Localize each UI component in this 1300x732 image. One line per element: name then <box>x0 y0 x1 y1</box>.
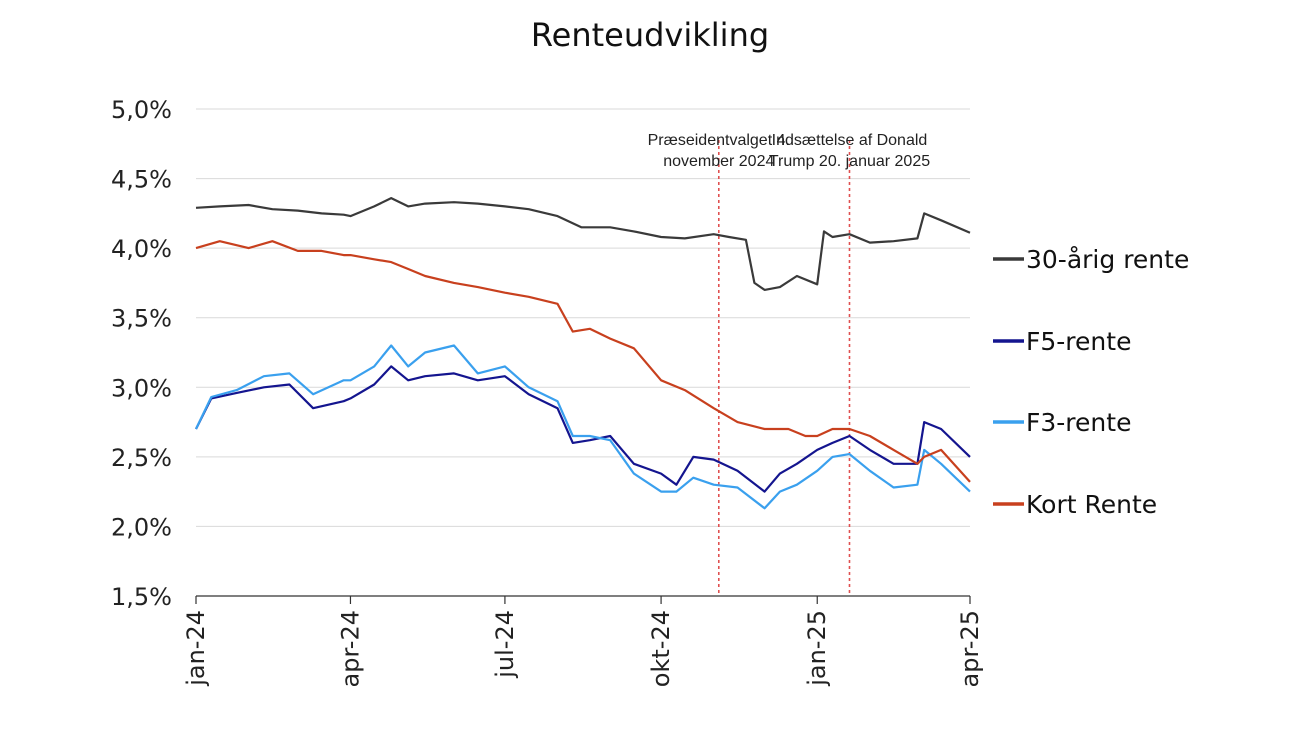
series-line <box>195 365 971 493</box>
legend-label: F5-rente <box>1026 327 1131 356</box>
x-tick-label: apr-25 <box>956 610 984 687</box>
x-tick-label: okt-24 <box>647 610 675 687</box>
legend: 30-årig rente F5-rente F3-rente Kort Rente <box>993 245 1189 519</box>
legend-label: 30-årig rente <box>1026 245 1189 274</box>
y-tick-label: 3,0% <box>111 374 172 402</box>
x-tick-label: jan-24 <box>182 610 210 687</box>
annotation-text: Trump 20. januar 2025 <box>769 153 930 170</box>
annotation-text: Præseidentvalget 4. <box>648 132 790 149</box>
x-axis-tick-labels: jan-24 apr-24 jul-24 okt-24 jan-25 apr-25 <box>182 610 984 687</box>
legend-label: Kort Rente <box>1026 490 1157 519</box>
series-line <box>195 240 971 483</box>
chart-title: Renteudvikling <box>531 16 769 54</box>
series-line <box>195 344 971 510</box>
y-tick-label: 4,0% <box>111 235 172 263</box>
annotations: Præseidentvalget 4. november 2024 Indsætte… <box>648 132 931 170</box>
annotation-text: november 2024 <box>663 153 774 170</box>
y-tick-label: 5,0% <box>111 96 172 124</box>
gridlines <box>196 108 970 527</box>
x-tick-label: jul-24 <box>491 610 519 679</box>
y-axis-tick-labels: 1,5% 2,0% 2,5% 3,0% 3,5% 4,0% 4,5% 5,0% <box>111 96 172 611</box>
y-tick-label: 2,5% <box>111 444 172 472</box>
series-line <box>195 197 971 291</box>
x-tick-label: jan-25 <box>803 610 831 687</box>
y-tick-label: 4,5% <box>111 166 172 194</box>
annotation-text: Indsættelse af Donald <box>772 132 928 149</box>
legend-label: F3-rente <box>1026 408 1131 437</box>
x-tick-label: apr-24 <box>336 610 364 687</box>
event-markers <box>717 140 851 596</box>
series-lines <box>195 197 971 510</box>
y-tick-label: 3,5% <box>111 305 172 333</box>
y-tick-label: 2,0% <box>111 513 172 541</box>
y-tick-label: 1,5% <box>111 583 172 611</box>
axes <box>195 595 971 604</box>
